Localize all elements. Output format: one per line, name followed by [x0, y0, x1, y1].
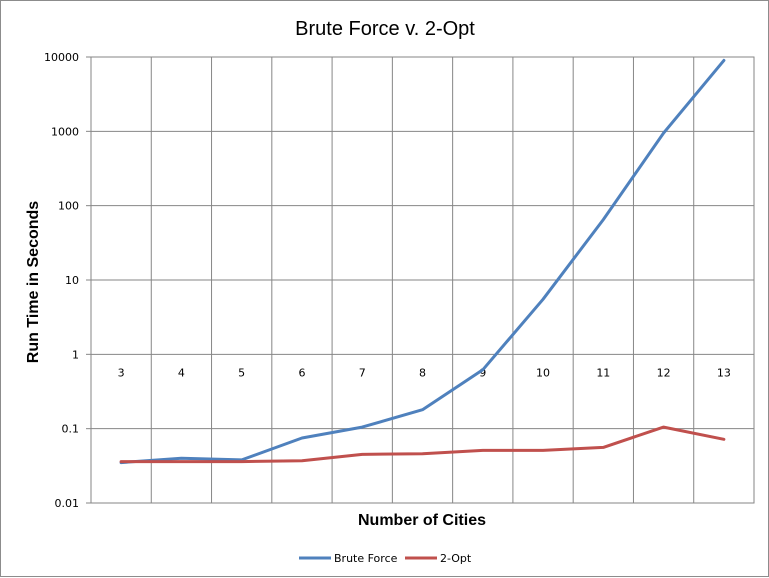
x-tick-label: 13	[717, 366, 731, 379]
x-tick-label: 12	[657, 366, 671, 379]
x-tick-label: 3	[118, 366, 125, 379]
x-tick-label: 4	[178, 366, 185, 379]
x-tick-label: 11	[596, 366, 610, 379]
y-axis-ticks: 10000 1000 100 10 1 0.1 0.01	[44, 51, 91, 510]
x-tick-label: 5	[238, 366, 245, 379]
y-tick-label: 10000	[44, 51, 79, 64]
y-axis-title: Run Time in Seconds	[25, 201, 42, 364]
legend: Brute Force 2-Opt	[299, 552, 472, 565]
x-axis-ticks: 3 4 5 6 7 8 9 10 11 12 13	[118, 366, 731, 379]
legend-label-brute-force: Brute Force	[334, 552, 398, 565]
y-tick-label: 1	[72, 348, 79, 361]
series-line-2-opt	[119, 425, 726, 464]
legend-label-2-opt: 2-Opt	[440, 552, 472, 565]
x-tick-label: 7	[359, 366, 366, 379]
y-tick-label: 100	[58, 200, 79, 213]
series	[119, 58, 726, 465]
x-tick-label: 6	[298, 366, 305, 379]
y-tick-label: 1000	[51, 125, 79, 138]
x-tick-label: 9	[479, 366, 486, 379]
y-tick-label: 0.1	[62, 423, 80, 436]
series-line-brute-force	[119, 58, 726, 465]
x-tick-label: 8	[419, 366, 426, 379]
x-axis-title: Number of Cities	[358, 512, 486, 529]
y-tick-label: 10	[65, 274, 79, 287]
chart-title: Brute Force v. 2-Opt	[295, 18, 475, 40]
y-tick-label: 0.01	[55, 497, 80, 510]
grid	[91, 57, 754, 503]
x-tick-label: 10	[536, 366, 550, 379]
